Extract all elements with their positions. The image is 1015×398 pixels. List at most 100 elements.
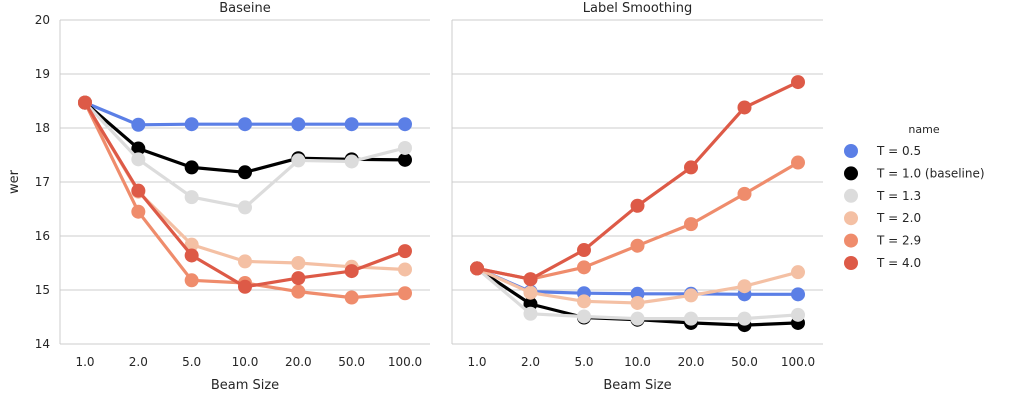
data-point-t-1-3-2-0 [131,152,146,167]
y-tick-label: 20 [35,13,50,27]
data-point-t-4-0-50-0 [344,264,359,279]
x-tick-label: 10.0 [232,355,259,369]
x-tick-label: 1.0 [75,355,94,369]
legend-marker [844,166,858,181]
data-point-t-1-0-baseline-2-0 [523,297,538,312]
data-point-t-2-0-20-0 [684,288,698,303]
x-tick-label: 50.0 [731,355,758,369]
panel-title: Baseine [219,1,271,16]
panel-label-smoothing: 1.0 2.0 5.0 10.0 20.0 50.0 100.0 Beam Size Label… [451,1,823,393]
data-point-t-1-3-20-0 [684,311,698,326]
data-point-t-2-9-100-0 [791,155,805,170]
data-point-t-1-3-2-0 [523,306,538,321]
data-point-t-1-0-baseline-5-0 [184,160,199,175]
x-axis-label: Beam Size [603,378,671,393]
data-point-t-4-0-5-0 [577,243,591,258]
legend-marker [844,233,858,248]
data-point-t-2-0-2-0 [523,285,538,300]
legend-entry-t-4-0: T = 4.0 [844,256,921,270]
legend-marker [844,144,858,158]
x-tick-label: 2.0 [521,355,540,369]
series-t-4-0 [470,75,805,287]
x-tick-label: 50.0 [338,355,365,369]
data-point-t-4-0-20-0 [291,271,306,286]
data-point-t-4-0-50-0 [737,100,752,115]
data-point-t-1-3-10-0 [630,311,645,326]
data-point-t-1-3-100-0 [791,307,805,322]
data-point-t-0-5-5-0 [184,117,199,132]
data-point-t-0-5-2-0 [131,117,146,132]
x-tick-label: 5.0 [182,355,201,369]
data-point-t-2-9-2-0 [131,204,146,219]
x-tick-label: 10.0 [624,355,651,369]
series-t-1-0-baseline [78,95,412,180]
legend-marker [844,211,858,226]
legend-label: T = 0.5 [876,144,921,158]
data-point-t-2-0-100-0 [791,265,805,280]
series-t-0-5 [78,95,412,132]
data-point-t-2-0-10-0 [238,254,252,269]
data-point-t-0-5-50-0 [344,117,359,132]
y-axis-label: wer [7,169,22,194]
legend-label: T = 2.0 [876,211,921,225]
data-point-t-0-5-100-0 [398,117,412,132]
data-point-t-0-5-100-0 [791,287,805,302]
data-point-t-4-0-2-0 [523,272,538,287]
x-tick-label: 100.0 [388,355,422,369]
data-point-t-1-3-5-0 [577,309,591,324]
series-t-1-3 [78,95,412,215]
series-t-4-0 [78,95,412,294]
data-point-t-2-9-20-0 [291,284,306,299]
legend: name T = 0.5 T = 1.0 (baseline) T = 1.3 T = … [844,123,985,270]
panel-baseline: 14 15 16 17 18 19 20 1.0 2.0 5.0 10.0 20.0 50.0 100.0… [7,1,430,393]
legend-label: T = 1.0 (baseline) [876,166,985,180]
data-point-t-1-3-50-0 [737,311,752,326]
data-point-t-4-0-1-0 [470,261,484,276]
data-point-t-2-9-50-0 [344,290,359,305]
data-point-t-1-3-10-0 [238,200,252,215]
x-axis-label: Beam Size [211,378,279,393]
y-tick-label: 16 [35,229,50,243]
data-point-t-2-9-5-0 [184,273,199,288]
x-tick-label: 100.0 [781,355,815,369]
series-t-2-9 [470,155,805,287]
legend-label: T = 4.0 [876,256,921,270]
data-point-t-4-0-10-0 [630,198,645,213]
data-point-t-4-0-1-0 [78,95,92,110]
data-point-t-4-0-100-0 [791,75,805,90]
data-point-t-2-0-50-0 [737,279,752,294]
data-point-t-1-0-baseline-100-0 [398,152,412,167]
legend-title: name [908,123,939,136]
legend-label: T = 2.9 [876,234,921,248]
x-tick-label: 1.0 [467,355,486,369]
data-point-t-0-5-20-0 [291,117,306,132]
data-point-t-4-0-2-0 [131,183,146,198]
legend-entry-t-2-9: T = 2.9 [844,233,921,248]
legend-marker [844,256,858,270]
data-point-t-2-9-5-0 [577,260,591,275]
x-tick-label: 2.0 [129,355,148,369]
y-tick-label: 19 [35,67,50,81]
data-point-t-1-3-50-0 [344,154,359,169]
data-point-t-2-9-100-0 [398,286,412,301]
legend-entry-t-2-0: T = 2.0 [844,211,921,226]
legend-marker [844,188,858,203]
data-point-t-2-0-5-0 [577,294,591,309]
legend-entry-t-1-0-baseline: T = 1.0 (baseline) [844,166,985,181]
data-point-t-1-3-5-0 [184,190,199,205]
x-tick-label: 20.0 [285,355,312,369]
x-tick-label: 20.0 [678,355,705,369]
legend-entry-t-1-3: T = 1.3 [844,188,921,203]
data-point-t-1-0-baseline-10-0 [238,165,252,180]
series-line-t-2-9 [476,161,799,281]
panel-title: Label Smoothing [583,1,692,16]
data-point-t-2-9-10-0 [630,238,645,253]
x-tick-label: 5.0 [574,355,593,369]
y-tick-label: 14 [35,337,50,351]
data-point-t-4-0-5-0 [184,248,199,263]
data-point-t-2-0-20-0 [291,256,306,270]
data-point-t-4-0-100-0 [398,244,412,259]
legend-entry-t-0-5: T = 0.5 [844,144,921,158]
data-point-t-1-3-20-0 [291,153,306,168]
